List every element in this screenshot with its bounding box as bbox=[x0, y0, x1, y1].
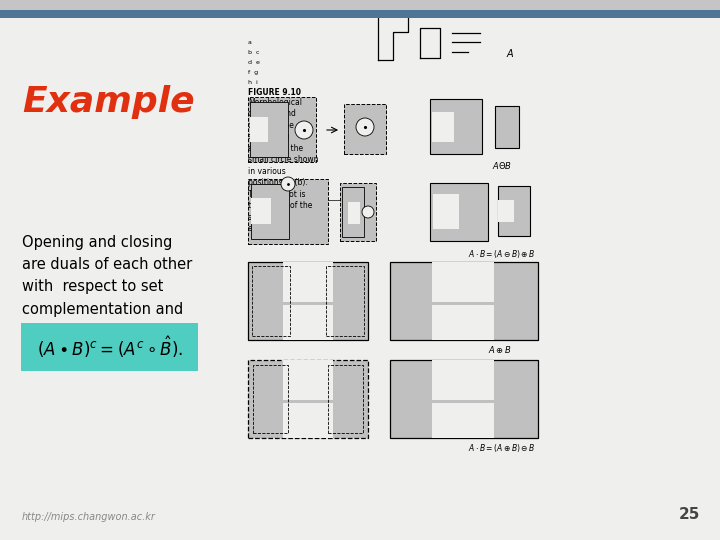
Bar bbox=[432, 112, 454, 142]
Bar bbox=[495, 106, 519, 148]
Text: Example: Example bbox=[22, 85, 194, 119]
Bar bbox=[430, 183, 488, 241]
Bar bbox=[348, 202, 360, 224]
Circle shape bbox=[281, 177, 295, 191]
Bar bbox=[432, 305, 494, 340]
Circle shape bbox=[356, 118, 374, 136]
Bar bbox=[283, 403, 333, 438]
FancyBboxPatch shape bbox=[21, 323, 198, 371]
Bar bbox=[390, 360, 538, 438]
Text: $A \cdot B = (A \oplus B) \ominus B$: $A \cdot B = (A \oplus B) \ominus B$ bbox=[468, 442, 536, 454]
Bar bbox=[0, 10, 720, 18]
Text: $A \oplus B$: $A \oplus B$ bbox=[488, 344, 512, 355]
Bar bbox=[248, 97, 316, 162]
Bar bbox=[344, 104, 386, 154]
Bar bbox=[248, 179, 328, 244]
Bar bbox=[283, 360, 333, 400]
Bar bbox=[326, 266, 364, 336]
Bar bbox=[430, 99, 482, 154]
Bar bbox=[432, 403, 494, 438]
Text: Opening and closing
are duals of each other
with  respect to set
complementation: Opening and closing are duals of each ot… bbox=[22, 235, 192, 339]
Bar bbox=[283, 305, 333, 340]
Text: http://mips.changwon.ac.kr: http://mips.changwon.ac.kr bbox=[22, 512, 156, 522]
Bar bbox=[0, 0, 720, 10]
Text: d  e: d e bbox=[248, 60, 260, 65]
Circle shape bbox=[362, 206, 374, 218]
Text: 25: 25 bbox=[679, 507, 700, 522]
Bar bbox=[433, 194, 459, 229]
Bar bbox=[250, 102, 288, 157]
Text: $(A \bullet B)^c = (A^c \circ \hat{B}).$: $(A \bullet B)^c = (A^c \circ \hat{B}).$ bbox=[37, 334, 183, 360]
Bar bbox=[432, 262, 494, 302]
Text: b  c: b c bbox=[248, 50, 259, 55]
Bar bbox=[498, 200, 514, 222]
Bar bbox=[342, 187, 364, 237]
Bar bbox=[251, 184, 289, 239]
Bar bbox=[328, 365, 363, 433]
Bar bbox=[253, 365, 288, 433]
Bar bbox=[340, 183, 376, 241]
Bar bbox=[432, 360, 494, 400]
Text: Morphological
opening and
closing. The
structuring
element is the
small circle s: Morphological opening and closing. The s… bbox=[248, 98, 318, 233]
Bar bbox=[248, 262, 368, 340]
Bar bbox=[498, 186, 530, 236]
Bar bbox=[250, 117, 268, 142]
Text: $A$: $A$ bbox=[505, 47, 514, 59]
Bar bbox=[248, 360, 368, 438]
Text: f  g: f g bbox=[248, 70, 258, 75]
Bar bbox=[283, 262, 333, 302]
Bar bbox=[390, 262, 538, 340]
Text: h  i: h i bbox=[248, 80, 258, 85]
Bar bbox=[251, 198, 271, 224]
Circle shape bbox=[295, 121, 313, 139]
Bar bbox=[252, 266, 290, 336]
Text: a: a bbox=[248, 40, 252, 45]
Text: $A \Theta B$: $A \Theta B$ bbox=[492, 160, 512, 171]
Text: $A \cdot B = (A \ominus B) \oplus B$: $A \cdot B = (A \ominus B) \oplus B$ bbox=[468, 248, 536, 260]
Text: FIGURE 9.10: FIGURE 9.10 bbox=[248, 88, 301, 97]
